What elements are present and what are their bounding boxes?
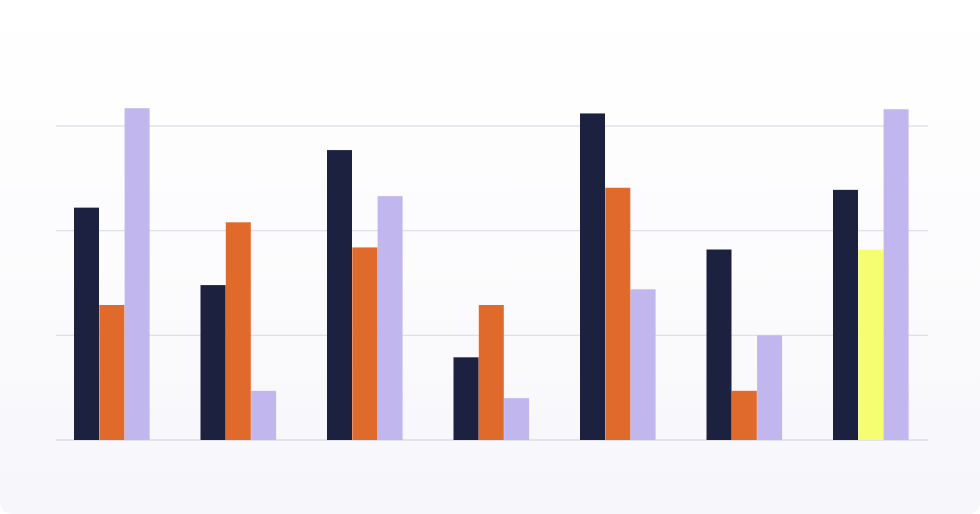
bar-group-2-series-1 — [200, 285, 226, 440]
bar-group-6-series-3 — [757, 335, 783, 440]
bar-group-1-series-3 — [124, 108, 150, 440]
bar-group-5-series-3 — [630, 289, 656, 440]
bar-group-1-series-2 — [99, 304, 125, 440]
bar-group-6-series-2 — [731, 390, 757, 440]
bar-group-3-series-1 — [327, 150, 352, 440]
bar-group-4-series-3 — [504, 398, 530, 440]
bar-group-4-series-1 — [453, 357, 479, 440]
bar-group-7-series-3 — [883, 109, 909, 441]
bar-group-2-series-3 — [251, 390, 277, 440]
bar-group-7-series-1 — [833, 189, 858, 440]
bar-group-6-series-1 — [706, 249, 732, 440]
bars — [74, 108, 909, 441]
bar-group-3-series-2 — [352, 247, 378, 440]
bar-group-5-series-2 — [605, 187, 631, 440]
bar-group-7-series-2 — [858, 249, 884, 440]
bar-group-2-series-2 — [225, 222, 251, 440]
bar-group-5-series-1 — [580, 113, 605, 440]
bar-group-1-series-1 — [74, 207, 99, 440]
bar-group-3-series-3 — [377, 196, 403, 440]
bar-group-4-series-2 — [478, 304, 504, 440]
